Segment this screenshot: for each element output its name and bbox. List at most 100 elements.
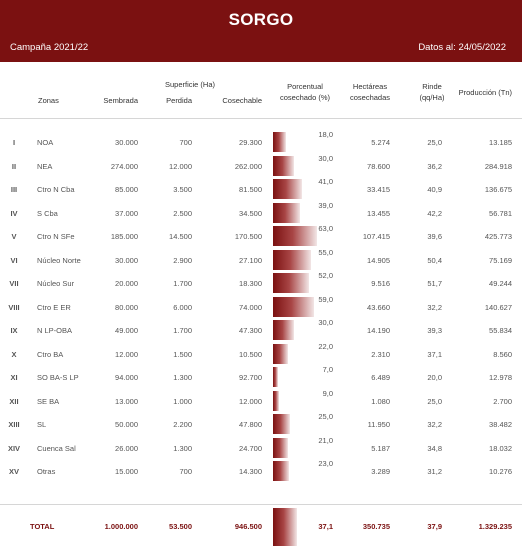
total-sembrada: 1.000.000 <box>104 522 138 531</box>
table-row: XIV Cuenca Sal 26.000 1.300 24.700 5.187 34,8 1… <box>0 436 522 459</box>
pct-bar <box>273 296 315 317</box>
produccion-header: Producción (Tn) <box>458 88 512 97</box>
produccion-cell: 56.781 <box>489 208 512 218</box>
produccion-cell: 49.244 <box>489 279 512 288</box>
hectareas-cell: 5.274 <box>371 138 390 147</box>
perdida-cell: 1.000 <box>173 396 192 406</box>
cosechable-cell: 24.700 <box>239 443 262 453</box>
produccion-cell: 12.978 <box>489 373 512 382</box>
perdida-cell: 14.500 <box>169 232 192 241</box>
hectareas-header: Hectáreas <box>352 82 388 91</box>
zone-name: Ctro E ER <box>37 302 71 312</box>
sembrada-cell: 185.000 <box>110 232 138 241</box>
cosechadas-header: cosechadas <box>349 93 391 102</box>
pct-value: 22,0 <box>318 341 333 351</box>
cosechable-cell: 74.000 <box>239 302 262 312</box>
pct-bar <box>273 249 312 270</box>
zone-name: Núcleo Norte <box>37 255 81 265</box>
sembrada-cell: 20.000 <box>115 279 138 288</box>
produccion-cell: 75.169 <box>489 255 512 265</box>
superficie-header: Superficie (Ha) <box>164 80 216 89</box>
zone-name: Ctro BA <box>37 349 64 359</box>
zone-number: VII <box>9 279 19 288</box>
hectareas-cell: 14.190 <box>367 326 390 335</box>
perdida-cell: 1.500 <box>173 349 192 359</box>
zone-number: XIV <box>7 443 21 453</box>
sembrada-cell: 15.000 <box>115 467 138 476</box>
pct-value: 7,0 <box>322 365 333 374</box>
rinde-cell: 37,1 <box>427 349 442 359</box>
sembrada-cell: 30.000 <box>115 138 138 147</box>
produccion-cell: 136.675 <box>484 185 512 194</box>
perdida-cell: 700 <box>179 138 192 147</box>
zone-name: N LP-OBA <box>37 326 73 335</box>
rinde-cell: 32,2 <box>427 302 442 312</box>
produccion-cell: 10.276 <box>489 467 512 476</box>
pct-value: 41,0 <box>318 177 333 186</box>
cosechable-cell: 14.300 <box>239 467 262 476</box>
zone-name: Otras <box>37 467 56 476</box>
data-date-label: Datos al: 24/05/2022 <box>418 42 506 53</box>
rinde-cell: 42,2 <box>427 208 442 218</box>
sembrada-cell: 85.000 <box>115 185 138 194</box>
perdida-cell: 1.300 <box>173 373 192 382</box>
hectareas-cell: 13.455 <box>367 208 390 218</box>
perdida-cell: 700 <box>179 467 192 476</box>
table-row: XII SE BA 13.000 1.000 12.000 1.080 25,0 2.700 9… <box>0 389 522 412</box>
zone-number: X <box>11 349 17 359</box>
hectareas-cell: 14.905 <box>367 255 390 265</box>
rinde-cell: 39,3 <box>427 326 442 335</box>
cosechable-cell: 27.100 <box>239 255 262 265</box>
produccion-cell: 13.185 <box>489 138 512 147</box>
zone-name: NEA <box>37 161 53 171</box>
hectareas-cell: 107.415 <box>362 232 390 241</box>
campaign-label: Campaña 2021/22 <box>10 42 89 53</box>
total-row: TOTAL 1.000.000 53.500 946.500 37,1 350.… <box>0 507 522 546</box>
table-row: III Ctro N Cba 85.000 3.500 81.500 33.415 40,9… <box>0 177 522 200</box>
zone-name: SL <box>37 420 47 429</box>
rinde-cell: 50,4 <box>427 255 442 265</box>
rinde-cell: 39,6 <box>427 232 442 241</box>
pct-bar <box>273 367 278 387</box>
perdida-cell: 2.200 <box>173 420 192 429</box>
rinde-cell: 34,8 <box>427 443 442 453</box>
sembrada-cell: 13.000 <box>115 396 138 406</box>
produccion-cell: 284.918 <box>484 161 512 171</box>
rinde-unit-header: (qq/Ha) <box>419 93 445 102</box>
zone-number: III <box>10 185 18 194</box>
zone-number: IX <box>10 326 18 335</box>
pct-bar <box>273 461 290 481</box>
report-header: SORGO Campaña 2021/22 Datos al: 24/05/20… <box>0 0 522 62</box>
pct-bar <box>273 132 286 152</box>
cosechable-cell: 92.700 <box>239 373 262 382</box>
pct-bar <box>273 155 294 176</box>
zone-name: Ctro N Cba <box>37 185 75 194</box>
table-row: VII Núcleo Sur 20.000 1.700 18.300 9.516 51,7 4… <box>0 271 522 294</box>
perdida-cell: 2.500 <box>173 208 192 218</box>
perdida-cell: 6.000 <box>173 302 192 312</box>
cosechable-cell: 18.300 <box>239 279 262 288</box>
cosechable-cell: 10.500 <box>239 349 262 359</box>
rinde-cell: 31,2 <box>427 467 442 476</box>
rinde-cell: 51,7 <box>427 279 442 288</box>
zone-name: SE BA <box>37 396 60 406</box>
pct-bar <box>273 414 291 434</box>
zone-number: VI <box>10 255 18 265</box>
hectareas-cell: 78.600 <box>367 161 390 171</box>
total-pct-bar <box>273 508 297 546</box>
total-perdida: 53.500 <box>169 522 192 531</box>
pct-value: 39,0 <box>318 200 333 210</box>
zone-number: XII <box>9 396 19 406</box>
total-rinde: 37,9 <box>427 522 442 531</box>
sembrada-cell: 50.000 <box>115 420 138 429</box>
total-produccion: 1.329.235 <box>478 522 512 531</box>
hectareas-cell: 5.187 <box>371 443 390 453</box>
sembrada-cell: 37.000 <box>115 208 138 218</box>
total-pct: 37,1 <box>318 522 333 531</box>
pct-bar <box>273 390 280 411</box>
hectareas-cell: 33.415 <box>367 185 390 194</box>
total-label: TOTAL <box>30 522 55 531</box>
table-row: IV S Cba 37.000 2.500 34.500 13.455 42,2 56.781… <box>0 201 522 224</box>
zone-name: SO BA-S LP <box>37 373 79 382</box>
table-row: II NEA 274.000 12.000 262.000 78.600 36,2 284.9… <box>0 154 522 177</box>
